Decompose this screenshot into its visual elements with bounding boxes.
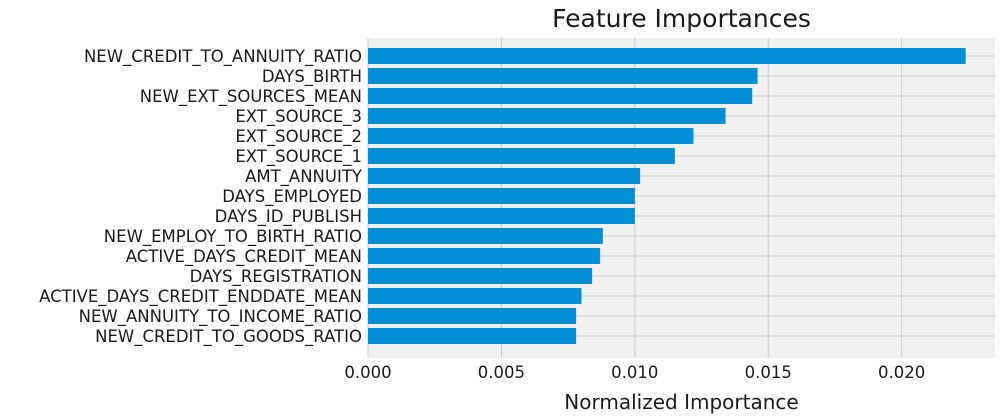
category-label: EXT_SOURCE_3	[235, 107, 362, 127]
bar	[368, 188, 635, 204]
category-label: AMT_ANNUITY	[245, 167, 363, 187]
bar	[368, 308, 577, 324]
bar	[368, 228, 603, 244]
category-label: NEW_CREDIT_TO_GOODS_RATIO	[95, 327, 362, 347]
category-label: NEW_CREDIT_TO_ANNUITY_RATIO	[84, 47, 362, 67]
bar	[368, 48, 966, 64]
chart-title: Feature Importances	[552, 4, 811, 33]
category-label: DAYS_EMPLOYED	[222, 187, 362, 207]
bar	[368, 108, 726, 124]
category-label: EXT_SOURCE_1	[235, 147, 362, 167]
category-label: DAYS_REGISTRATION	[190, 267, 362, 287]
bar	[368, 88, 753, 104]
category-label: ACTIVE_DAYS_CREDIT_MEAN	[126, 247, 362, 267]
bar	[368, 248, 601, 264]
x-tick-label: 0.010	[611, 363, 658, 382]
bar	[368, 268, 593, 284]
category-label: ACTIVE_DAYS_CREDIT_ENDDATE_MEAN	[39, 287, 362, 307]
category-label: DAYS_ID_PUBLISH	[215, 207, 362, 227]
x-axis-label: Normalized Importance	[564, 390, 798, 414]
bar	[368, 328, 577, 344]
category-label: DAYS_BIRTH	[262, 67, 362, 87]
x-tick-label: 0.005	[478, 363, 525, 382]
bar	[368, 288, 582, 304]
bar	[368, 168, 641, 184]
bar	[368, 208, 635, 224]
x-tick-label: 0.015	[745, 363, 792, 382]
category-label: EXT_SOURCE_2	[235, 127, 362, 147]
bar	[368, 148, 675, 164]
category-label: NEW_EXT_SOURCES_MEAN	[140, 87, 362, 107]
x-tick-label: 0.020	[878, 363, 925, 382]
bar	[368, 68, 758, 84]
category-labels: NEW_CREDIT_TO_ANNUITY_RATIODAYS_BIRTHNEW…	[39, 47, 363, 347]
category-label: NEW_ANNUITY_TO_INCOME_RATIO	[79, 307, 362, 327]
x-tick-label: 0.000	[344, 363, 391, 382]
category-label: NEW_EMPLOY_TO_BIRTH_RATIO	[104, 227, 362, 247]
bars	[368, 48, 966, 344]
x-tick-labels: 0.000 0.005 0.010 0.015 0.020	[344, 363, 925, 382]
bar	[368, 128, 694, 144]
